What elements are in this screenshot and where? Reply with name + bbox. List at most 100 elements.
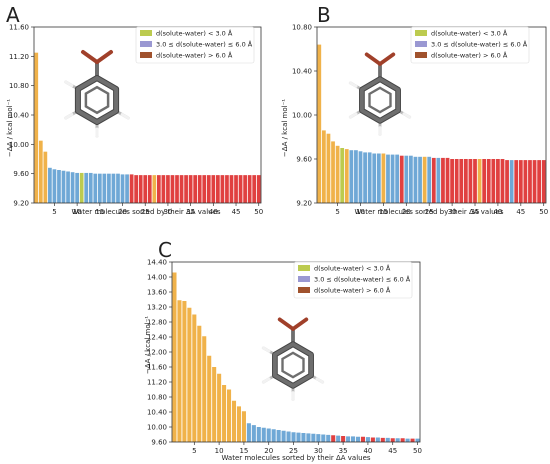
hydrogen-atom bbox=[261, 377, 271, 384]
bar-19 bbox=[116, 173, 120, 203]
bar-36 bbox=[477, 159, 482, 203]
bar-15 bbox=[241, 411, 246, 442]
bar-6 bbox=[340, 148, 345, 203]
bar-5 bbox=[52, 169, 57, 203]
legend-swatch bbox=[298, 276, 310, 282]
benzene-ring-inner bbox=[273, 342, 313, 388]
bar-20 bbox=[266, 428, 271, 442]
bar-45 bbox=[390, 438, 395, 442]
bar-42 bbox=[505, 160, 509, 203]
legend-entry: d(solute-water) > 6.0 Å bbox=[314, 286, 391, 295]
panel-label-a: A bbox=[6, 3, 20, 27]
y-ticks-b: 9.20 9.60 10.00 10.40 10.80 bbox=[292, 24, 317, 208]
bar-12 bbox=[367, 152, 372, 203]
bar-25 bbox=[427, 156, 432, 203]
x-tick-label: 40 bbox=[209, 208, 218, 216]
bar-2 bbox=[38, 140, 43, 203]
x-tick-label: 45 bbox=[232, 208, 241, 216]
bar-49 bbox=[252, 175, 257, 203]
bar-35 bbox=[473, 159, 477, 203]
bar-12 bbox=[227, 389, 232, 442]
chart-a: A −ΔA / kcal mol⁻¹ Water molecules sorte… bbox=[6, 3, 263, 216]
bar-21 bbox=[409, 155, 413, 203]
benzoate-molecule-b bbox=[348, 52, 412, 136]
bar-47 bbox=[528, 160, 532, 203]
bars-a bbox=[34, 52, 261, 203]
legend-entry: d(solute-water) < 3.0 Å bbox=[314, 264, 391, 273]
x-tick-label: 40 bbox=[363, 447, 372, 455]
bar-40 bbox=[496, 159, 500, 203]
bar-17 bbox=[390, 154, 395, 203]
bar-19 bbox=[399, 155, 404, 203]
x-tick-label: 35 bbox=[471, 208, 480, 216]
y-tick-label: 9.20 bbox=[296, 200, 312, 208]
legend-swatch bbox=[140, 52, 152, 58]
y-tick-label: 10.80 bbox=[9, 82, 29, 90]
legend-entry: d(solute-water) < 3.0 Å bbox=[156, 29, 233, 38]
bar-40 bbox=[365, 437, 370, 442]
x-tick-label: 35 bbox=[186, 208, 195, 216]
bar-11 bbox=[79, 172, 84, 203]
hydrogen-atom bbox=[315, 377, 325, 384]
legend-entry: d(solute-water) < 3.0 Å bbox=[431, 29, 508, 38]
bar-32 bbox=[175, 175, 179, 203]
bar-44 bbox=[385, 437, 390, 442]
panel-c: C −ΔA / kcal mol⁻¹ Water molecules sorte… bbox=[138, 235, 428, 464]
y-tick-label: 13.20 bbox=[147, 304, 167, 312]
bar-22 bbox=[129, 174, 134, 203]
bar-8 bbox=[207, 355, 212, 442]
bar-32 bbox=[326, 434, 331, 442]
bar-23 bbox=[281, 430, 286, 442]
bar-11 bbox=[222, 385, 227, 442]
bar-20 bbox=[120, 174, 125, 203]
x-tick-label: 30 bbox=[448, 208, 457, 216]
bar-18 bbox=[111, 173, 116, 203]
bar-37 bbox=[197, 175, 202, 203]
c-o-bond bbox=[378, 52, 396, 66]
bar-34 bbox=[336, 435, 341, 443]
benzene-ring-inner bbox=[75, 76, 119, 124]
x-tick-label: 10 bbox=[356, 208, 365, 216]
panel-label-b: B bbox=[317, 3, 331, 27]
bar-41 bbox=[500, 159, 505, 203]
bar-29 bbox=[445, 157, 450, 203]
bar-17 bbox=[251, 425, 256, 442]
bar-50 bbox=[415, 438, 420, 443]
bar-5 bbox=[192, 314, 197, 442]
bar-28 bbox=[441, 157, 445, 203]
x-tick-label: 10 bbox=[73, 208, 82, 216]
x-tick-label: 5 bbox=[192, 447, 196, 455]
legend-box bbox=[410, 26, 530, 64]
x-tick-label: 40 bbox=[493, 208, 502, 216]
bar-48 bbox=[247, 175, 252, 203]
x-tick-label: 50 bbox=[413, 447, 422, 455]
x-tick-label: 30 bbox=[314, 447, 323, 455]
bar-27 bbox=[152, 175, 157, 203]
bar-1 bbox=[317, 44, 322, 203]
x-tick-label: 5 bbox=[52, 208, 56, 216]
y-axis-label-a: −ΔA / kcal mol⁻¹ bbox=[6, 99, 14, 157]
bar-22 bbox=[276, 430, 281, 442]
hydrogen-atom bbox=[64, 113, 74, 120]
bars-b bbox=[317, 44, 546, 203]
bar-14 bbox=[236, 406, 241, 442]
bar-25 bbox=[291, 432, 296, 442]
x-tick-label: 10 bbox=[215, 447, 224, 455]
bar-1 bbox=[34, 52, 39, 203]
bar-39 bbox=[360, 436, 365, 442]
bar-39 bbox=[491, 159, 496, 203]
bars-c bbox=[172, 272, 420, 443]
x-tick-label: 25 bbox=[141, 208, 150, 216]
bar-18 bbox=[256, 427, 261, 442]
legend-swatch bbox=[415, 30, 427, 36]
bar-6 bbox=[197, 325, 202, 442]
bar-44 bbox=[514, 160, 519, 203]
bar-43 bbox=[380, 437, 385, 442]
bar-43 bbox=[509, 160, 514, 203]
bar-3 bbox=[326, 133, 331, 203]
bar-48 bbox=[405, 438, 410, 443]
bar-18 bbox=[395, 154, 400, 203]
y-tick-label: 14.40 bbox=[147, 259, 167, 267]
bar-25 bbox=[143, 175, 148, 203]
bar-21 bbox=[271, 429, 276, 442]
